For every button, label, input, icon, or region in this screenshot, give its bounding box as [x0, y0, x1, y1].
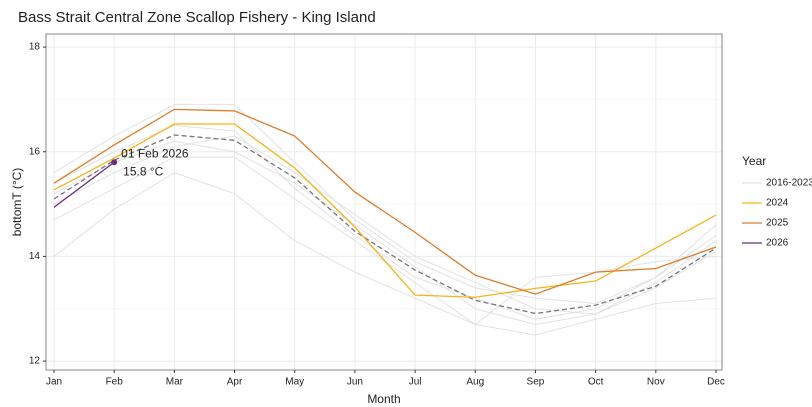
reference-line — [53, 140, 717, 325]
reference-line — [53, 104, 717, 305]
y-tick-label: 14 — [29, 251, 41, 262]
y-axis-label: bottomT (°C) — [10, 168, 24, 237]
annotation-date: 01 Feb 2026 — [121, 146, 189, 160]
annotation-value: 15.8 °C — [123, 164, 163, 178]
x-tick-label: Feb — [106, 377, 124, 388]
annotation-point — [111, 159, 118, 166]
x-tick-label: Mar — [166, 377, 184, 388]
series-line — [53, 108, 717, 295]
x-axis-label: Month — [367, 392, 400, 406]
chart-title: Bass Strait Central Zone Scallop Fishery… — [18, 9, 376, 26]
x-tick-label: Oct — [588, 377, 604, 388]
y-tick-label: 18 — [29, 42, 41, 53]
plot-border — [45, 33, 723, 371]
x-tick-label: Jan — [46, 377, 62, 388]
y-tick-label: 12 — [29, 356, 41, 367]
legend-label: 2026 — [766, 238, 789, 249]
mean-line — [53, 134, 717, 315]
x-tick-label: Sep — [527, 377, 545, 388]
x-tick-label: Dec — [707, 377, 725, 388]
x-tick-label: Jul — [409, 377, 422, 388]
legend-title: Year — [742, 154, 766, 168]
y-tick-label: 16 — [29, 146, 41, 157]
x-tick-label: Apr — [227, 377, 243, 388]
reference-line — [53, 172, 717, 336]
reference-line — [53, 135, 717, 315]
x-tick-label: Jun — [347, 377, 363, 388]
series-line — [53, 123, 717, 298]
plot-panel — [46, 34, 722, 370]
legend-label: 2025 — [766, 218, 789, 229]
x-tick-label: Nov — [647, 377, 665, 388]
x-tick-label: Aug — [466, 377, 484, 388]
x-tick-label: May — [285, 377, 304, 388]
series-line — [53, 161, 115, 208]
legend-label: 2016-2023 — [766, 178, 812, 189]
legend-label: 2024 — [766, 198, 789, 209]
